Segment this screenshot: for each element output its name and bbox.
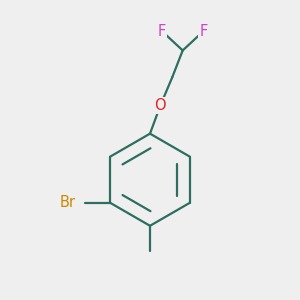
Text: F: F bbox=[158, 24, 166, 39]
Text: F: F bbox=[200, 24, 208, 39]
Text: O: O bbox=[154, 98, 166, 113]
Text: Br: Br bbox=[60, 195, 76, 210]
